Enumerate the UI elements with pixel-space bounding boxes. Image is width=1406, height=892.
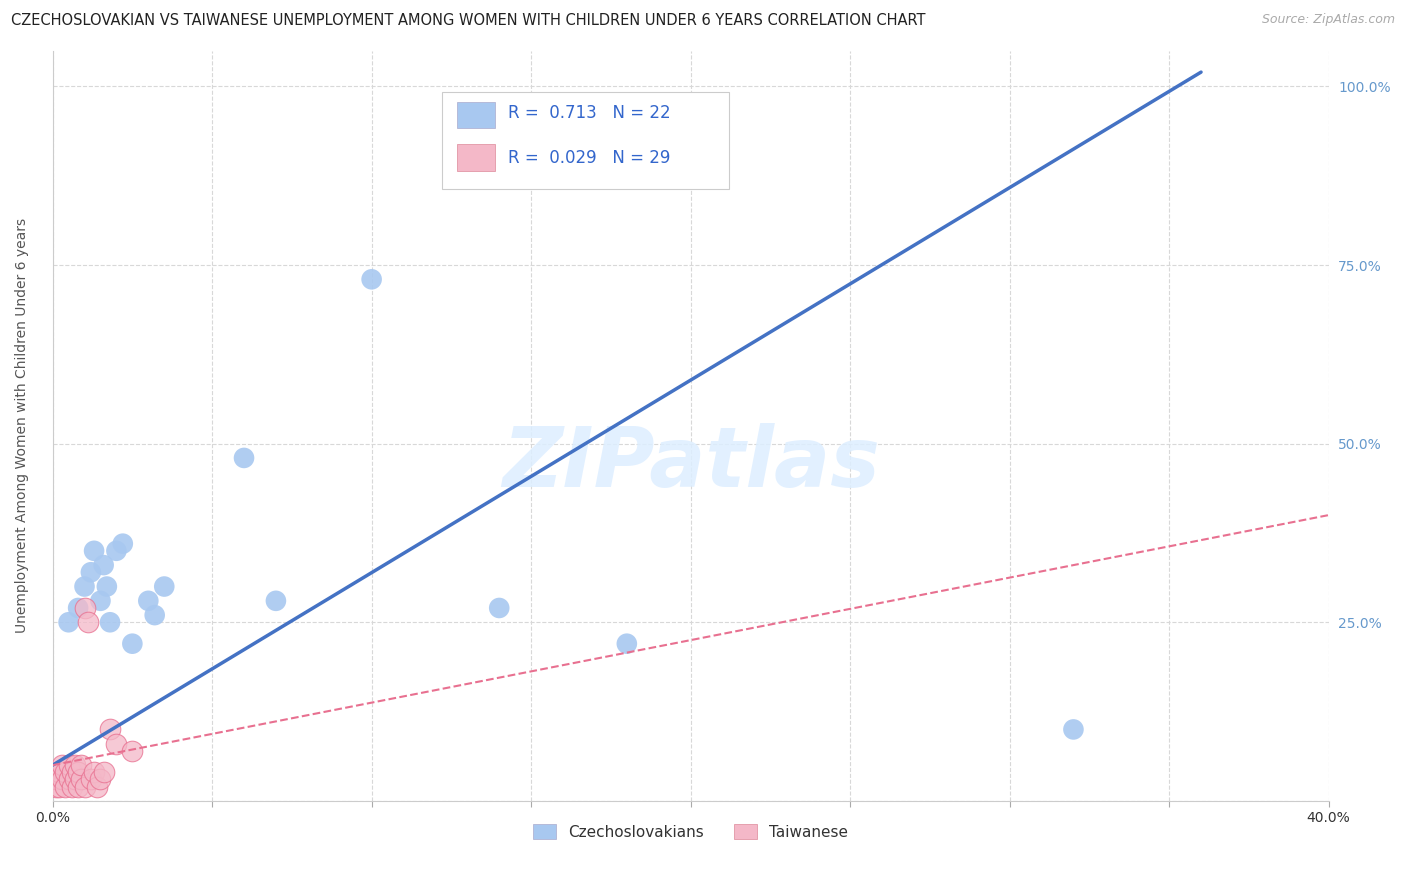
Point: [48, 780, 70, 794]
Y-axis label: Unemployment Among Women with Children Under 6 years: Unemployment Among Women with Children U…: [15, 219, 30, 633]
Point: [73, 580, 96, 594]
FancyBboxPatch shape: [457, 102, 495, 128]
Point: [89, 594, 111, 608]
Point: [80, 566, 103, 580]
Point: [143, 608, 166, 623]
Point: [233, 450, 256, 465]
Text: R =  0.713   N = 22: R = 0.713 N = 22: [508, 104, 671, 122]
Point: [67, 765, 90, 780]
Point: [360, 272, 382, 286]
Point: [121, 744, 143, 758]
FancyBboxPatch shape: [457, 145, 495, 170]
Point: [264, 594, 287, 608]
Point: [73, 780, 96, 794]
Point: [93, 765, 115, 780]
Point: [63, 772, 86, 787]
Point: [58, 772, 80, 787]
Point: [70, 772, 93, 787]
Point: [58, 758, 80, 772]
Point: [53, 780, 76, 794]
Point: [51, 758, 73, 772]
Point: [93, 558, 115, 573]
Point: [98, 615, 121, 630]
Point: [60, 780, 83, 794]
Point: [76, 615, 98, 630]
Point: [616, 637, 638, 651]
Point: [153, 580, 176, 594]
Point: [1062, 723, 1084, 737]
Point: [51, 772, 73, 787]
Point: [121, 637, 143, 651]
Text: R =  0.029   N = 29: R = 0.029 N = 29: [508, 149, 671, 167]
Point: [53, 765, 76, 780]
Point: [136, 594, 159, 608]
Point: [73, 601, 96, 615]
Point: [488, 601, 510, 615]
Point: [58, 615, 80, 630]
Point: [86, 780, 108, 794]
Point: [96, 580, 118, 594]
Point: [105, 544, 128, 558]
FancyBboxPatch shape: [441, 92, 728, 189]
Point: [67, 601, 90, 615]
Point: [45, 780, 67, 794]
Point: [83, 765, 105, 780]
Point: [105, 737, 128, 751]
Point: [83, 544, 105, 558]
Point: [60, 765, 83, 780]
Point: [67, 780, 90, 794]
Point: [80, 772, 103, 787]
Text: ZIPatlas: ZIPatlas: [502, 423, 880, 504]
Point: [98, 723, 121, 737]
Point: [111, 536, 134, 550]
Point: [70, 758, 93, 772]
Text: Source: ZipAtlas.com: Source: ZipAtlas.com: [1261, 13, 1395, 27]
Text: CZECHOSLOVAKIAN VS TAIWANESE UNEMPLOYMENT AMONG WOMEN WITH CHILDREN UNDER 6 YEAR: CZECHOSLOVAKIAN VS TAIWANESE UNEMPLOYMEN…: [11, 13, 925, 29]
Point: [63, 758, 86, 772]
Point: [48, 765, 70, 780]
Legend: Czechoslovakians, Taiwanese: Czechoslovakians, Taiwanese: [527, 818, 855, 846]
Point: [45, 772, 67, 787]
Point: [89, 772, 111, 787]
